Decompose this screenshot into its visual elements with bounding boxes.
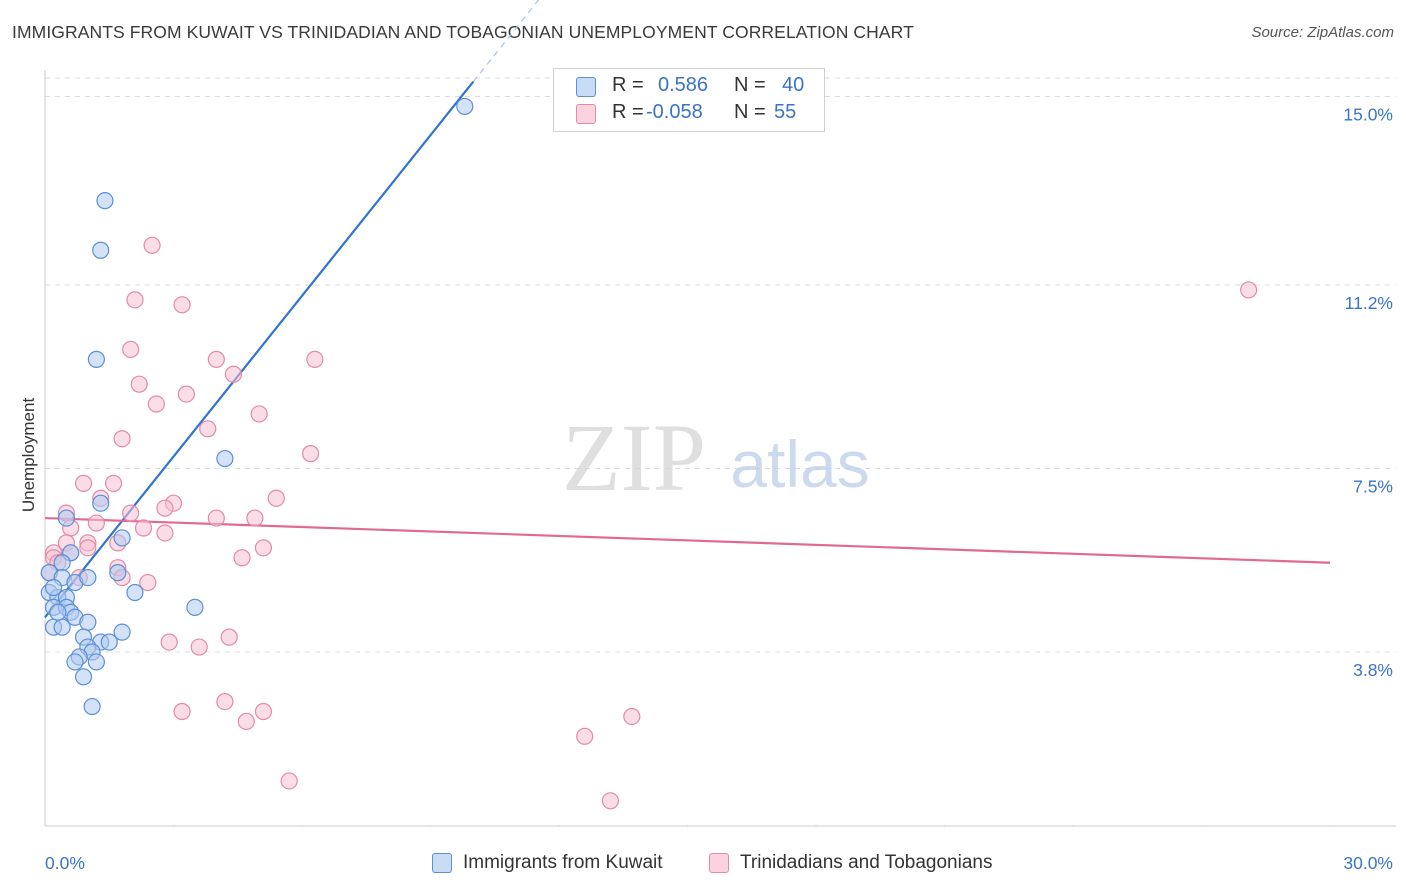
legend-r-value: 0.586	[658, 74, 709, 96]
bottom-legend-label: Trinidadians and Tobagonians	[740, 852, 993, 873]
point-trinidad	[199, 420, 217, 438]
watermark-zip: ZIP	[562, 404, 706, 511]
y-tick-label: 15.0%	[1343, 105, 1393, 125]
y-tick-label: 11.2%	[1345, 293, 1393, 313]
point-trinidad	[190, 638, 208, 656]
point-trinidad	[216, 692, 234, 711]
point-trinidad	[134, 519, 153, 537]
point-trinidad	[207, 509, 225, 527]
source-credit: Source: ZipAtlas.com	[1251, 24, 1394, 41]
point-trinidad	[306, 350, 324, 368]
point-trinidad	[207, 350, 225, 368]
point-kuwait	[79, 569, 97, 587]
point-trinidad	[173, 702, 191, 721]
x-tick-label: 0.0%	[45, 853, 85, 873]
point-kuwait	[57, 509, 76, 527]
bottom-legend-swatch-pink	[709, 853, 729, 873]
point-kuwait	[74, 668, 93, 686]
y-axis-title: Unemployment	[19, 398, 38, 513]
bottom-legend-label: Immigrants from Kuwait	[463, 852, 663, 873]
point-kuwait	[109, 564, 127, 582]
point-trinidad	[147, 395, 165, 413]
point-trinidad	[143, 236, 161, 254]
point-trinidad	[122, 504, 140, 522]
point-trinidad	[126, 291, 144, 309]
point-trinidad	[139, 573, 157, 592]
y-tick-label: 3.8%	[1353, 660, 1393, 680]
point-kuwait	[113, 529, 131, 547]
legend-r-label: R =	[612, 101, 644, 123]
point-kuwait	[126, 583, 144, 602]
point-trinidad	[79, 539, 97, 557]
trendline-kuwait-extension	[472, 0, 540, 82]
point-trinidad	[177, 385, 195, 403]
legend-n-label: N =	[734, 101, 766, 123]
bottom-legend-swatch-blue	[432, 853, 452, 873]
point-kuwait	[66, 653, 84, 671]
watermark-atlas: atlas	[730, 427, 869, 501]
point-trinidad	[267, 489, 285, 507]
trendline-kuwait	[44, 80, 475, 618]
point-trinidad	[1240, 281, 1258, 299]
point-trinidad	[156, 499, 174, 517]
point-trinidad	[576, 727, 594, 745]
point-trinidad	[87, 514, 106, 532]
y-tick-label: 7.5%	[1353, 476, 1393, 496]
point-trinidad	[160, 633, 178, 651]
point-trinidad	[220, 628, 238, 646]
point-trinidad	[156, 524, 174, 542]
point-trinidad	[173, 296, 191, 314]
point-trinidad	[237, 712, 255, 731]
point-trinidad	[233, 549, 251, 567]
point-kuwait	[83, 697, 101, 716]
x-tick-label: 30.0%	[1343, 853, 1393, 873]
chart-title: IMMIGRANTS FROM KUWAIT VS TRINIDADIAN AN…	[12, 22, 914, 42]
point-kuwait	[44, 578, 63, 597]
point-kuwait	[113, 623, 131, 641]
legend-n-value: 40	[782, 74, 805, 96]
point-kuwait	[186, 598, 204, 616]
point-kuwait	[79, 613, 97, 631]
point-trinidad	[254, 539, 273, 557]
axis-layer	[44, 70, 1396, 827]
point-trinidad	[623, 707, 641, 726]
point-kuwait	[92, 494, 110, 512]
correlation-legend: R = 0.586 N = 40 R = -0.058 N = 55	[553, 68, 825, 132]
points-layer	[40, 97, 1258, 810]
point-trinidad	[104, 474, 123, 492]
point-kuwait	[92, 241, 110, 259]
point-kuwait	[100, 633, 118, 651]
point-trinidad	[254, 702, 273, 721]
legend-r-value: -0.058	[646, 101, 703, 123]
point-kuwait	[53, 618, 71, 636]
legend-r-label: R =	[612, 74, 644, 96]
legend-swatch-blue	[576, 77, 596, 97]
point-kuwait	[87, 350, 106, 368]
point-kuwait	[216, 449, 234, 468]
point-trinidad	[246, 509, 264, 527]
legend-n-value: 55	[774, 101, 797, 123]
point-trinidad	[250, 405, 268, 423]
point-trinidad	[74, 474, 93, 492]
point-trinidad	[280, 772, 298, 790]
point-kuwait	[87, 653, 106, 671]
point-trinidad	[601, 792, 620, 810]
point-trinidad	[224, 365, 243, 383]
point-trinidad	[130, 375, 148, 393]
point-trinidad	[301, 445, 320, 463]
watermark: ZIP atlas	[562, 404, 870, 511]
point-kuwait	[96, 192, 114, 210]
point-kuwait	[456, 97, 474, 116]
point-kuwait	[49, 603, 67, 621]
label-layer: 3.8% 7.5% 11.2% 15.0% 0.0% 30.0%	[45, 105, 1393, 874]
legend-swatch-pink	[576, 104, 596, 124]
point-trinidad	[122, 340, 140, 359]
legend-n-label: N =	[734, 74, 766, 96]
point-trinidad	[113, 430, 131, 448]
